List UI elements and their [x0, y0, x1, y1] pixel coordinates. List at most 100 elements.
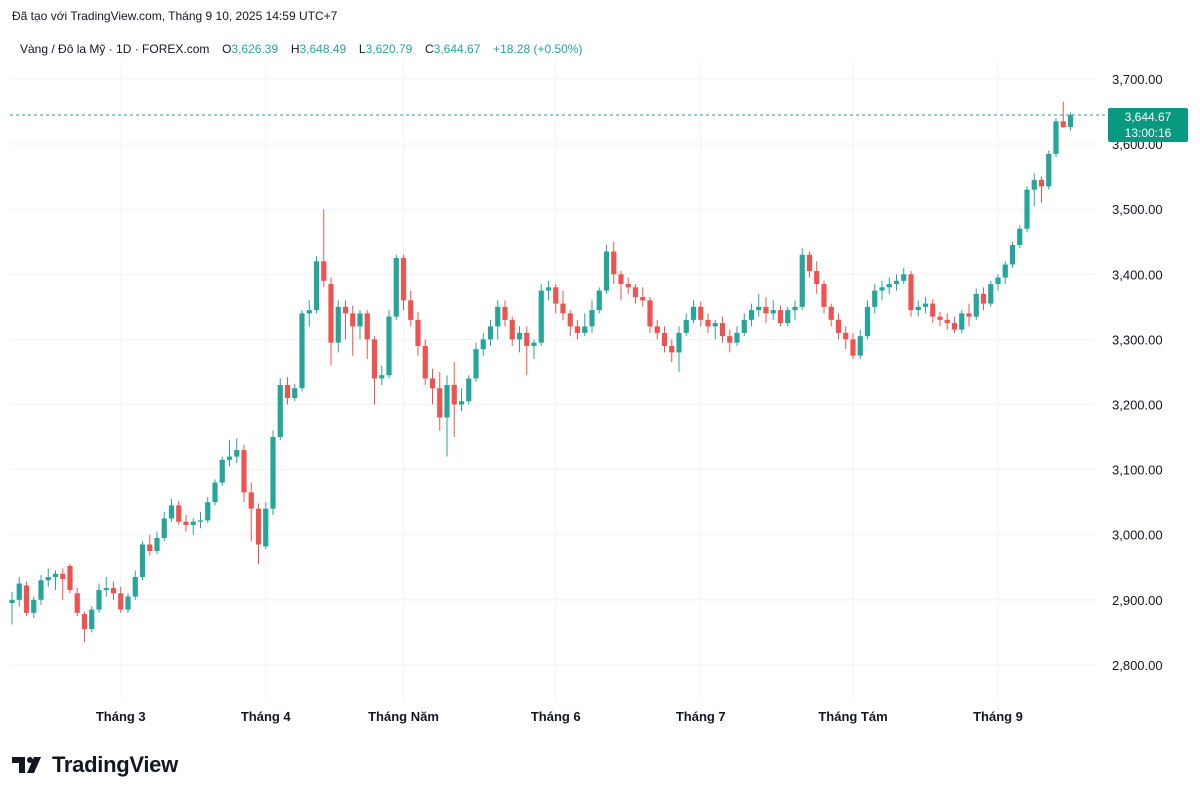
candlestick-series: [9, 101, 1074, 643]
candle-body: [248, 492, 254, 509]
candle-body: [292, 388, 298, 398]
candle-body: [81, 614, 88, 630]
candle-body: [350, 313, 356, 327]
candle-body: [988, 284, 994, 304]
candle-body: [473, 349, 479, 379]
candle-body: [458, 401, 465, 405]
candle-body: [1024, 189, 1030, 229]
candle-body: [792, 306, 798, 311]
candle-body: [364, 313, 370, 340]
candle-body: [893, 280, 900, 285]
candle-body: [719, 323, 726, 337]
candle-body: [908, 274, 914, 311]
time-tick-label: Tháng 7: [676, 709, 726, 724]
candle-body: [901, 274, 907, 281]
candle-body: [31, 599, 37, 613]
candle-body: [379, 375, 385, 379]
candle-body: [429, 378, 436, 389]
candle-body: [509, 319, 515, 340]
low-value: 3,620.79: [365, 42, 413, 56]
change-value: +18.28 (+0.50%): [493, 42, 583, 56]
price-axis[interactable]: 2,800.00 2,900.00 3,000.00 3,100.00 3,200.00…: [1112, 72, 1163, 673]
candle-body: [966, 313, 972, 317]
candle-body: [205, 502, 211, 521]
candle-body: [589, 310, 595, 327]
candle-body: [118, 593, 124, 610]
candle-body: [661, 332, 668, 346]
candle-body: [777, 310, 784, 324]
candle-body: [23, 585, 30, 613]
price-tick-label: 3,500.00: [1112, 202, 1163, 217]
candle-body: [60, 573, 66, 579]
candle-body: [1031, 179, 1037, 190]
candle-body: [915, 306, 921, 311]
candle-body: [611, 251, 617, 275]
candle-body: [524, 332, 530, 346]
candle-body: [734, 332, 740, 343]
candle-body: [560, 303, 566, 314]
candle-body: [255, 508, 262, 545]
candle-body: [357, 313, 363, 327]
time-tick-label: Tháng 6: [531, 709, 581, 724]
candle-body: [241, 450, 247, 493]
price-tick-label: 3,200.00: [1112, 398, 1163, 413]
candle-body: [451, 384, 457, 405]
price-tick-label: 3,100.00: [1112, 463, 1163, 478]
candle-body: [1038, 179, 1045, 187]
candle-body: [313, 261, 320, 311]
candle-body: [669, 345, 675, 353]
candle-body: [835, 319, 842, 333]
tradingview-logo[interactable]: TradingView: [12, 752, 178, 778]
candle-body: [857, 336, 863, 356]
price-tick-label: 3,700.00: [1112, 72, 1163, 87]
candle-body: [154, 537, 160, 551]
candle-body: [487, 326, 494, 340]
candle-body: [850, 339, 856, 356]
candle-body: [1046, 153, 1052, 187]
candle-body: [748, 310, 755, 320]
candle-body: [582, 326, 588, 333]
candle-body: [937, 316, 943, 320]
candle-body: [1053, 121, 1059, 154]
candle-body: [9, 599, 15, 604]
price-chart[interactable]: 2,800.00 2,900.00 3,000.00 3,100.00 3,200.00…: [0, 0, 1200, 740]
candle-body: [263, 508, 269, 547]
candle-body: [110, 588, 117, 594]
candle-body: [480, 339, 486, 350]
candle-body: [74, 593, 80, 613]
candle-body: [415, 319, 421, 346]
candle-body: [299, 313, 305, 389]
candle-body: [828, 306, 834, 320]
candle-body: [603, 251, 610, 291]
time-tick-label: Tháng 3: [96, 709, 146, 724]
candle-body: [538, 290, 544, 343]
candle-body: [147, 544, 153, 551]
open-label: O: [222, 42, 232, 56]
candle-body: [408, 300, 414, 320]
candle-body: [277, 384, 283, 438]
candle-body: [698, 306, 704, 320]
candle-body: [466, 378, 472, 402]
candle-body: [52, 573, 59, 578]
candle-body: [103, 588, 109, 591]
high-value: 3,648.49: [299, 42, 347, 56]
candle-body: [705, 319, 711, 327]
candle-body: [821, 284, 827, 307]
candle-body: [422, 345, 428, 379]
candle-body: [190, 521, 196, 525]
candle-body: [799, 254, 805, 307]
candle-body: [995, 277, 1001, 285]
candle-body: [567, 313, 573, 327]
candle-body: [132, 577, 138, 597]
candle-body: [89, 609, 95, 630]
time-axis[interactable]: Tháng 3 Tháng 4 Tháng Năm Tháng 6 Tháng 7 Thá…: [96, 709, 1023, 724]
candle-body: [139, 544, 146, 578]
last-price-badge: 3,644.67 13:00:16: [1108, 108, 1188, 142]
candle-body: [922, 303, 929, 307]
candle-body: [959, 313, 965, 330]
candle-body: [640, 297, 646, 301]
time-tick-label: Tháng 4: [241, 709, 292, 724]
time-tick-label: Tháng Năm: [368, 709, 439, 724]
time-tick-label: Tháng Tám: [818, 709, 887, 724]
candle-body: [1060, 121, 1066, 128]
